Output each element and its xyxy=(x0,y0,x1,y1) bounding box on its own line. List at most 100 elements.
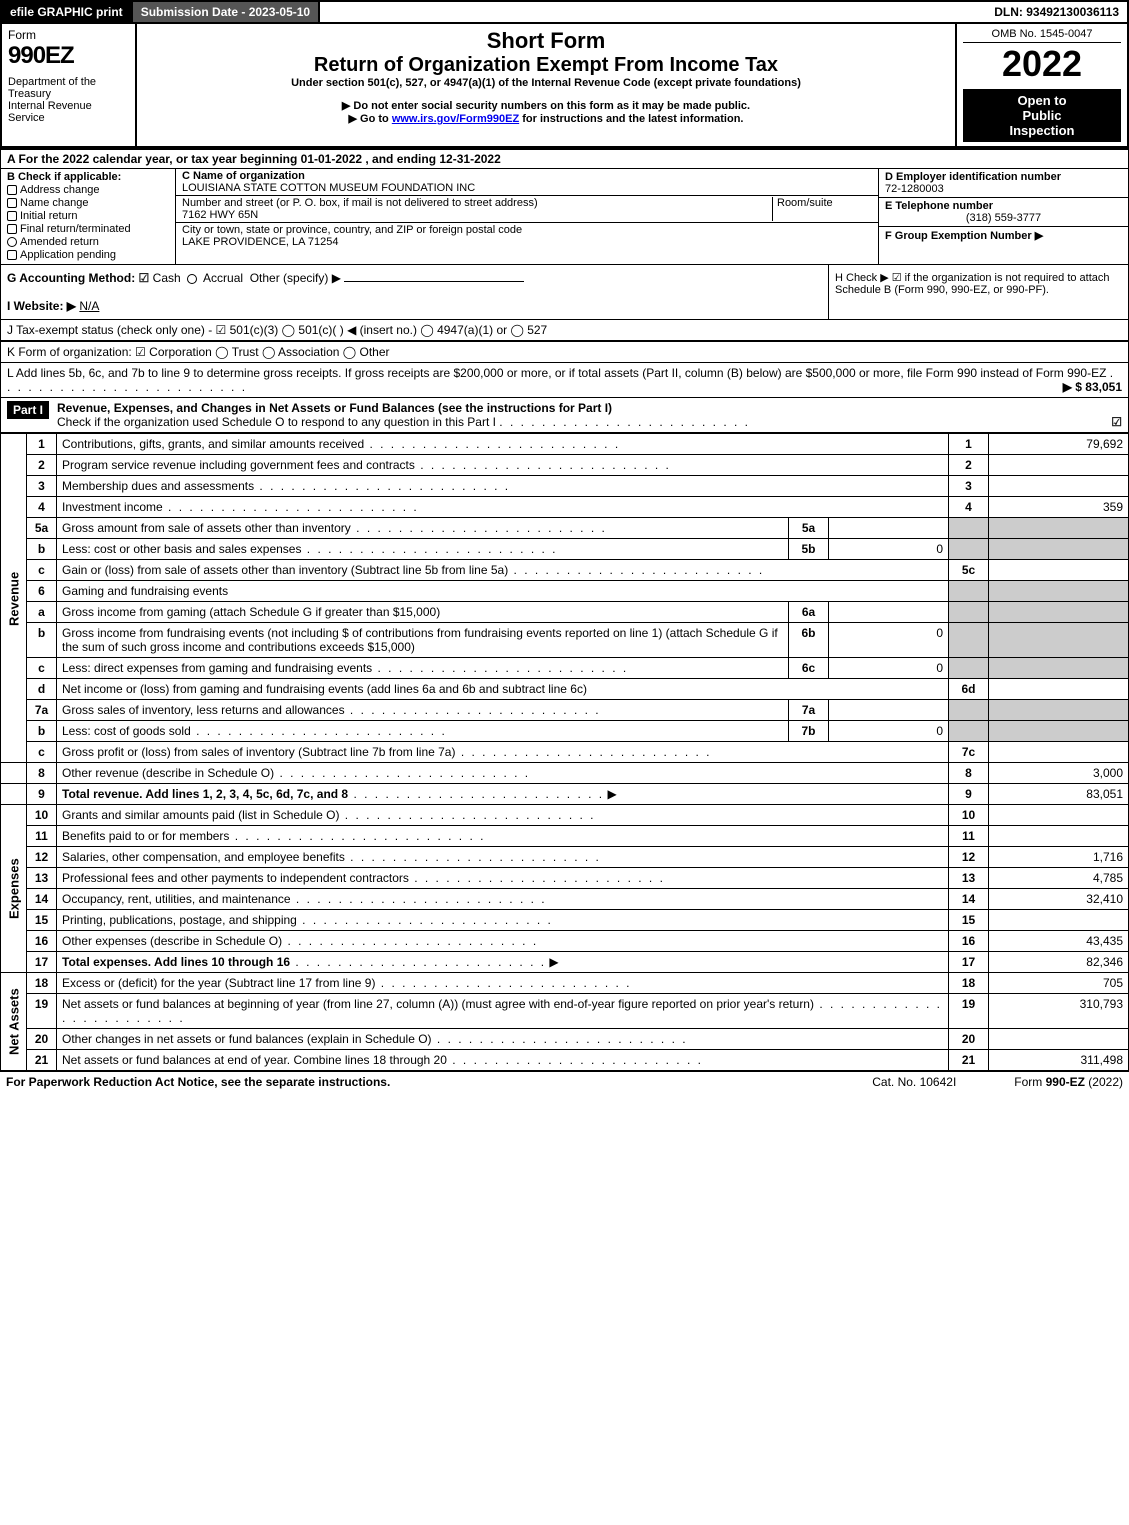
line12-value: 1,716 xyxy=(989,847,1129,868)
line19-value: 310,793 xyxy=(989,994,1129,1029)
line-6c: c Less: direct expenses from gaming and … xyxy=(1,658,1129,679)
line6d-desc: Net income or (loss) from gaming and fun… xyxy=(62,682,587,696)
line1-value: 79,692 xyxy=(989,434,1129,455)
form-word: Form xyxy=(8,28,129,42)
box-c: C Name of organization LOUISIANA STATE C… xyxy=(176,169,878,264)
box-c-street: Number and street (or P. O. box, if mail… xyxy=(176,196,878,223)
room-suite-label: Room/suite xyxy=(772,197,872,221)
city-value: LAKE PROVIDENCE, LA 71254 xyxy=(182,236,339,248)
row-j: J Tax-exempt status (check only one) - ☑… xyxy=(0,320,1129,341)
inspect-2: Public xyxy=(967,108,1117,123)
line-1: Revenue 1 Contributions, gifts, grants, … xyxy=(1,434,1129,455)
website-value: N/A xyxy=(79,299,99,313)
line-2: 2 Program service revenue including gove… xyxy=(1,455,1129,476)
line-11: 11 Benefits paid to or for members 11 xyxy=(1,826,1129,847)
line-12: 12 Salaries, other compensation, and emp… xyxy=(1,847,1129,868)
line15-desc: Printing, publications, postage, and shi… xyxy=(62,913,297,927)
l-text: L Add lines 5b, 6c, and 7b to line 9 to … xyxy=(7,366,1106,380)
part1-checkbox-icon: ☑ xyxy=(1111,415,1122,429)
line-17: 17 Total expenses. Add lines 10 through … xyxy=(1,952,1129,973)
open-to-public: Open to Public Inspection xyxy=(963,89,1121,142)
phone-value: (318) 559-3777 xyxy=(885,212,1122,224)
dln-number: DLN: 93492130036113 xyxy=(986,2,1127,22)
line-13: 13 Professional fees and other payments … xyxy=(1,868,1129,889)
part1-title: Revenue, Expenses, and Changes in Net As… xyxy=(57,401,612,415)
line7c-desc: Gross profit or (loss) from sales of inv… xyxy=(62,745,455,759)
line5c-desc: Gain or (loss) from sale of assets other… xyxy=(62,563,508,577)
chk-address-change[interactable]: Address change xyxy=(7,184,169,196)
line5a-desc: Gross amount from sale of assets other t… xyxy=(62,521,351,535)
part1-lines-table: Revenue 1 Contributions, gifts, grants, … xyxy=(0,433,1129,1071)
line-5a: 5a Gross amount from sale of assets othe… xyxy=(1,518,1129,539)
box-d-e-f: D Employer identification number 72-1280… xyxy=(878,169,1128,264)
line-14: 14 Occupancy, rent, utilities, and maint… xyxy=(1,889,1129,910)
line6b-desc: Gross income from fundraising events (no… xyxy=(62,626,778,654)
box-b-title: B Check if applicable: xyxy=(7,171,169,183)
year-block: OMB No. 1545-0047 2022 Open to Public In… xyxy=(957,24,1127,146)
accrual-checkbox[interactable] xyxy=(187,274,197,284)
line16-desc: Other expenses (describe in Schedule O) xyxy=(62,934,282,948)
line-6d: d Net income or (loss) from gaming and f… xyxy=(1,679,1129,700)
goto-line: ▶ Go to www.irs.gov/Form990EZ for instru… xyxy=(145,112,947,125)
part1-check-text: Check if the organization used Schedule … xyxy=(57,415,496,429)
line14-value: 32,410 xyxy=(989,889,1129,910)
line19-desc: Net assets or fund balances at beginning… xyxy=(62,997,814,1011)
box-e: E Telephone number (318) 559-3777 xyxy=(879,198,1128,227)
line-19: 19 Net assets or fund balances at beginn… xyxy=(1,994,1129,1029)
top-bar: efile GRAPHIC print Submission Date - 20… xyxy=(0,0,1129,24)
line6-desc: Gaming and fundraising events xyxy=(57,581,949,602)
irs-link[interactable]: www.irs.gov/Form990EZ xyxy=(392,113,519,125)
chk-amended-return[interactable]: Amended return xyxy=(7,236,169,248)
g-accrual: Accrual xyxy=(203,271,243,285)
return-title: Return of Organization Exempt From Incom… xyxy=(145,54,947,77)
line6b-value: 0 xyxy=(829,623,949,658)
line7b-desc: Less: cost of goods sold xyxy=(62,724,191,738)
efile-print-label[interactable]: efile GRAPHIC print xyxy=(2,2,133,22)
part1-label: Part I xyxy=(7,401,49,419)
line-18: Net Assets 18 Excess or (deficit) for th… xyxy=(1,973,1129,994)
inspect-3: Inspection xyxy=(967,123,1117,138)
part1-header: Part I Revenue, Expenses, and Changes in… xyxy=(0,398,1129,433)
line-7b: b Less: cost of goods sold 7b 0 xyxy=(1,721,1129,742)
line6a-desc: Gross income from gaming (attach Schedul… xyxy=(62,605,440,619)
expenses-vlabel: Expenses xyxy=(1,805,27,973)
line-6: 6 Gaming and fundraising events xyxy=(1,581,1129,602)
line4-value: 359 xyxy=(989,497,1129,518)
i-label: I Website: ▶ xyxy=(7,299,76,313)
line14-desc: Occupancy, rent, utilities, and maintena… xyxy=(62,892,291,906)
line13-desc: Professional fees and other payments to … xyxy=(62,871,409,885)
chk-initial-return[interactable]: Initial return xyxy=(7,210,169,222)
line4-desc: Investment income xyxy=(62,500,163,514)
line-15: 15 Printing, publications, postage, and … xyxy=(1,910,1129,931)
line12-desc: Salaries, other compensation, and employ… xyxy=(62,850,345,864)
inspect-1: Open to xyxy=(967,93,1117,108)
goto-pre: ▶ Go to xyxy=(349,113,392,125)
line11-desc: Benefits paid to or for members xyxy=(62,829,229,843)
street-label: Number and street (or P. O. box, if mail… xyxy=(182,197,538,209)
topbar-spacer xyxy=(320,9,986,15)
line-6b: b Gross income from fundraising events (… xyxy=(1,623,1129,658)
box-c-city: City or town, state or province, country… xyxy=(176,223,878,249)
l-amount: ▶ $ 83,051 xyxy=(1063,380,1122,394)
chk-application-pending[interactable]: Application pending xyxy=(7,249,169,261)
line-4: 4 Investment income 4 359 xyxy=(1,497,1129,518)
submission-date: Submission Date - 2023-05-10 xyxy=(133,2,320,22)
line20-desc: Other changes in net assets or fund bala… xyxy=(62,1032,432,1046)
line7b-value: 0 xyxy=(829,721,949,742)
line7a-desc: Gross sales of inventory, less returns a… xyxy=(62,703,345,717)
chk-name-change[interactable]: Name change xyxy=(7,197,169,209)
org-name: LOUISIANA STATE COTTON MUSEUM FOUNDATION… xyxy=(182,182,475,194)
line-7c: c Gross profit or (loss) from sales of i… xyxy=(1,742,1129,763)
revenue-vlabel: Revenue xyxy=(1,434,27,763)
line-8: 8 Other revenue (describe in Schedule O)… xyxy=(1,763,1129,784)
line-16: 16 Other expenses (describe in Schedule … xyxy=(1,931,1129,952)
line1-desc: Contributions, gifts, grants, and simila… xyxy=(62,437,364,451)
line-5c: c Gain or (loss) from sale of assets oth… xyxy=(1,560,1129,581)
line-21: 21 Net assets or fund balances at end of… xyxy=(1,1050,1129,1071)
line9-value: 83,051 xyxy=(989,784,1129,805)
chk-final-return[interactable]: Final return/terminated xyxy=(7,223,169,235)
line-20: 20 Other changes in net assets or fund b… xyxy=(1,1029,1129,1050)
street-value: 7162 HWY 65N xyxy=(182,209,258,221)
e-label: E Telephone number xyxy=(885,200,993,212)
ssn-warning: ▶ Do not enter social security numbers o… xyxy=(145,99,947,112)
